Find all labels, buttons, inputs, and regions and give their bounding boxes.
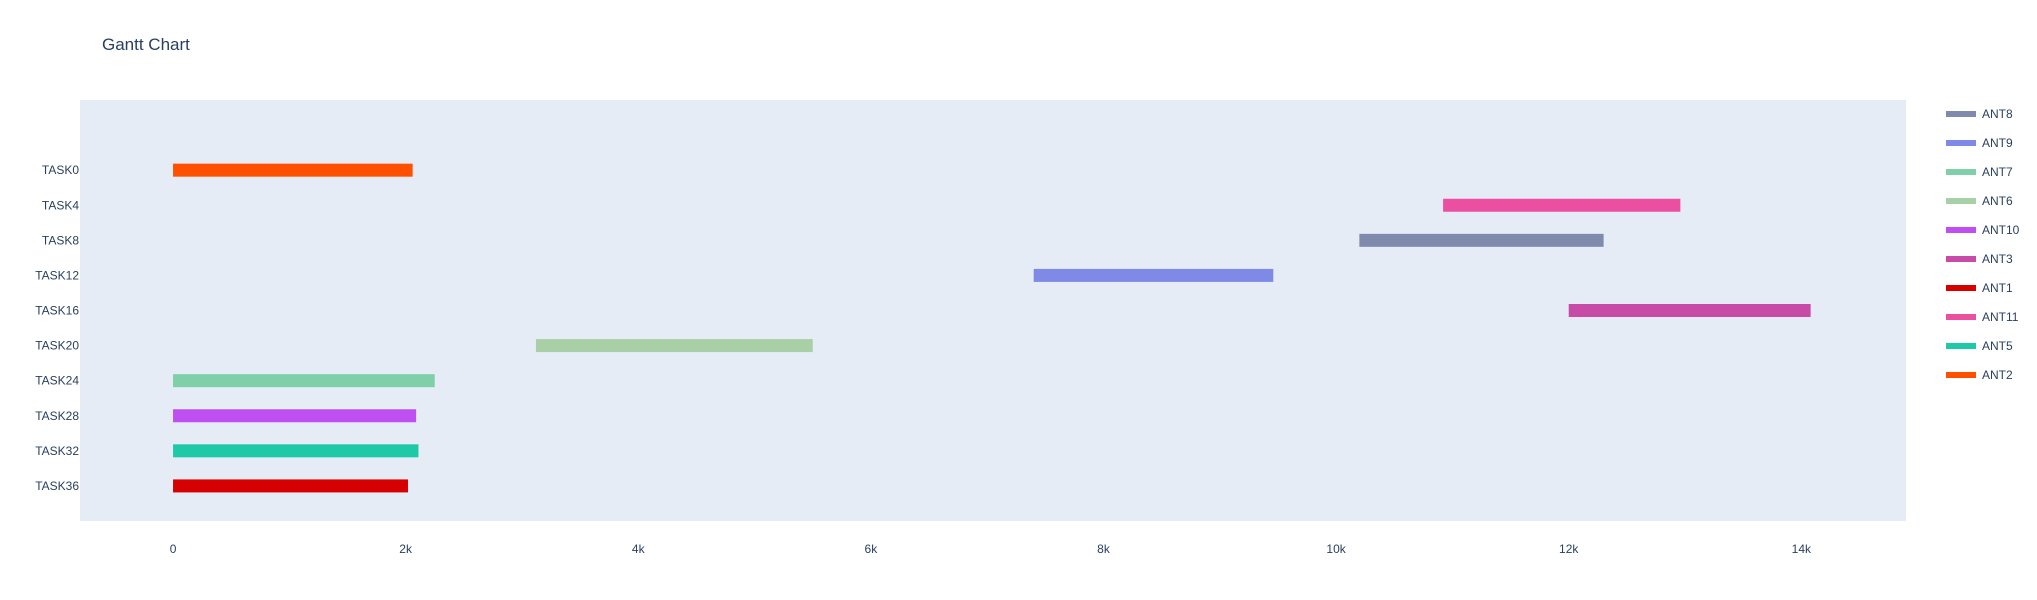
legend[interactable]: ANT8 ANT9 ANT7 ANT6 ANT10 ANT3 ANT1 ANT11 ANT5 AN… [1946, 107, 2020, 382]
gantt-bar-task32[interactable] [173, 444, 419, 458]
legend-item-ant7[interactable]: ANT7 [1946, 165, 2013, 179]
legend-label: ANT6 [1982, 194, 2013, 208]
legend-swatch [1946, 140, 1976, 146]
y-tick-label: TASK20 [35, 339, 79, 353]
legend-swatch [1946, 169, 1976, 175]
x-tick-label: 6k [865, 542, 879, 556]
legend-label: ANT10 [1982, 223, 2020, 237]
legend-item-ant8[interactable]: ANT8 [1946, 107, 2013, 121]
chart-title: Gantt Chart [102, 35, 190, 54]
x-tick-label: 12k [1559, 542, 1579, 556]
legend-label: ANT8 [1982, 107, 2013, 121]
y-axis-ticks: TASK0 TASK4 TASK8 TASK12 TASK16 TASK20 TASK24 T… [35, 163, 79, 493]
gantt-bar-task8[interactable] [1359, 233, 1604, 247]
legend-item-ant11[interactable]: ANT11 [1946, 310, 2019, 324]
legend-label: ANT3 [1982, 252, 2013, 266]
y-tick-label: TASK16 [35, 304, 79, 318]
legend-label: ANT1 [1982, 281, 2013, 295]
legend-item-ant2[interactable]: ANT2 [1946, 368, 2013, 382]
legend-item-ant10[interactable]: ANT10 [1946, 223, 2020, 237]
x-axis-ticks: 0 2k 4k 6k 8k 10k 12k 14k [170, 542, 1812, 556]
y-tick-label: TASK32 [35, 444, 79, 458]
x-tick-label: 2k [399, 542, 413, 556]
legend-swatch [1946, 256, 1976, 262]
y-tick-label: TASK8 [42, 233, 79, 247]
legend-item-ant9[interactable]: ANT9 [1946, 136, 2013, 150]
legend-label: ANT7 [1982, 165, 2013, 179]
legend-swatch [1946, 372, 1976, 378]
x-tick-label: 8k [1097, 542, 1111, 556]
legend-swatch [1946, 198, 1976, 204]
legend-swatch [1946, 343, 1976, 349]
legend-label: ANT2 [1982, 368, 2013, 382]
legend-swatch [1946, 227, 1976, 233]
gantt-bar-task20[interactable] [535, 339, 813, 353]
y-tick-label: TASK4 [42, 198, 79, 212]
legend-swatch [1946, 314, 1976, 320]
legend-item-ant3[interactable]: ANT3 [1946, 252, 2013, 266]
gantt-bar-task16[interactable] [1568, 304, 1811, 317]
gantt-bar-task36[interactable] [173, 479, 408, 493]
bars-layer [173, 163, 1811, 493]
x-tick-label: 4k [632, 542, 646, 556]
legend-label: ANT5 [1982, 339, 2013, 353]
y-tick-label: TASK36 [35, 479, 79, 493]
gantt-bar-task28[interactable] [173, 409, 417, 423]
gantt-bar-task24[interactable] [173, 374, 435, 388]
y-tick-label: TASK12 [35, 268, 79, 282]
gantt-bar-task4[interactable] [1443, 198, 1681, 212]
legend-item-ant1[interactable]: ANT1 [1946, 281, 2013, 295]
legend-label: ANT11 [1982, 310, 2019, 324]
x-tick-label: 0 [170, 542, 177, 556]
legend-swatch [1946, 111, 1976, 117]
y-tick-label: TASK28 [35, 409, 79, 423]
gantt-bar-task12[interactable] [1033, 268, 1274, 282]
x-tick-label: 10k [1326, 542, 1346, 556]
x-tick-label: 14k [1792, 542, 1812, 556]
legend-item-ant6[interactable]: ANT6 [1946, 194, 2013, 208]
legend-item-ant5[interactable]: ANT5 [1946, 339, 2013, 353]
y-tick-label: TASK24 [35, 374, 79, 388]
gantt-bar-task0[interactable] [173, 163, 413, 177]
legend-label: ANT9 [1982, 136, 2013, 150]
legend-swatch [1946, 285, 1976, 291]
y-tick-label: TASK0 [42, 163, 79, 177]
